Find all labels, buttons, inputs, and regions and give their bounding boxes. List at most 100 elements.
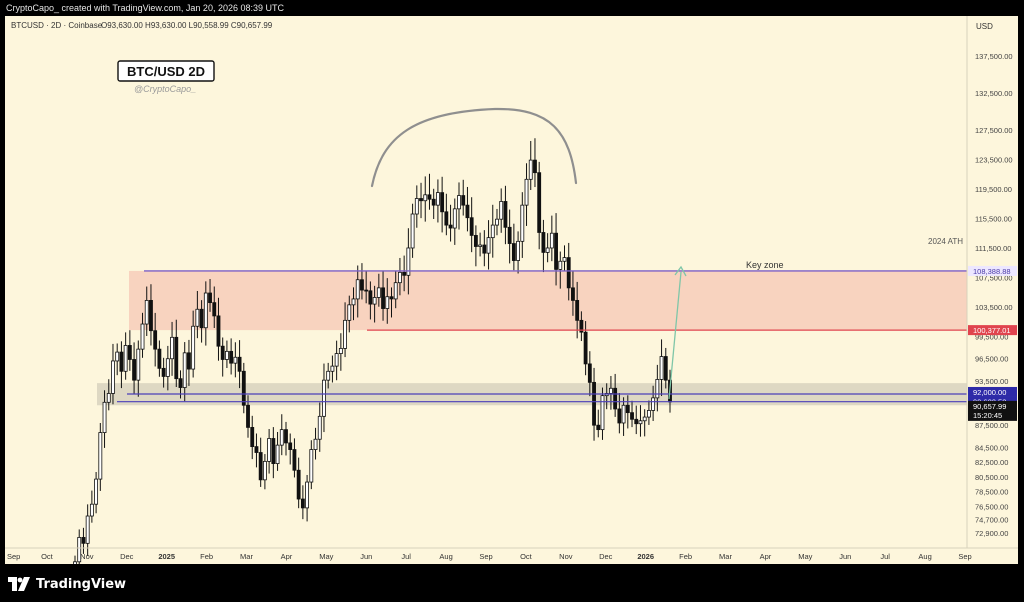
candle-body[interactable] — [275, 444, 280, 464]
candle-body[interactable] — [355, 279, 360, 300]
candle-body[interactable] — [393, 282, 398, 300]
candle-body[interactable] — [503, 201, 508, 228]
candle-body[interactable] — [288, 442, 293, 450]
candle-body[interactable] — [495, 218, 499, 226]
candle-body[interactable] — [545, 247, 550, 253]
candle-body[interactable] — [562, 257, 567, 262]
candle-body[interactable] — [220, 345, 225, 360]
candle-body[interactable] — [410, 213, 415, 249]
candle-body[interactable] — [402, 271, 407, 276]
candle-body[interactable] — [153, 330, 158, 350]
candle-body[interactable] — [621, 404, 626, 424]
candle-body[interactable] — [592, 381, 596, 426]
candle-body[interactable] — [305, 481, 310, 509]
candle-body[interactable] — [195, 308, 200, 327]
candle-body[interactable] — [511, 243, 516, 261]
candle-body[interactable] — [326, 370, 331, 381]
candle-body[interactable] — [115, 351, 120, 362]
candle-body[interactable] — [528, 159, 533, 180]
candle-body[interactable] — [246, 404, 250, 428]
candle-body[interactable] — [136, 348, 141, 381]
candle-body[interactable] — [98, 432, 103, 480]
candle-body[interactable] — [499, 201, 504, 220]
candle-body[interactable] — [469, 217, 474, 236]
candle-body[interactable] — [427, 194, 432, 200]
candle-body[interactable] — [258, 452, 263, 481]
candle-body[interactable] — [372, 297, 377, 305]
candle-body[interactable] — [630, 412, 634, 420]
candle-body[interactable] — [334, 353, 339, 367]
candle-body[interactable] — [111, 360, 115, 394]
candle-body[interactable] — [520, 204, 525, 242]
candle-body[interactable] — [300, 498, 305, 509]
candle-body[interactable] — [102, 401, 107, 433]
candle-body[interactable] — [440, 192, 445, 213]
candle-body[interactable] — [419, 198, 423, 202]
candle-body[interactable] — [575, 300, 580, 321]
candle-body[interactable] — [284, 429, 288, 444]
candle-body[interactable] — [199, 308, 204, 329]
chart-frame[interactable]: USD 72,900.00 74,700.00 76,500.00 78,500.00 8… — [5, 16, 1018, 564]
candle-body[interactable] — [490, 224, 495, 239]
candle-body[interactable] — [233, 356, 238, 364]
candle-body[interactable] — [85, 515, 90, 544]
candle-body[interactable] — [558, 260, 563, 270]
candle-body[interactable] — [600, 395, 605, 431]
candle-body[interactable] — [482, 244, 487, 254]
candle-body[interactable] — [224, 350, 229, 360]
candle-body[interactable] — [541, 232, 546, 253]
candle-body[interactable] — [642, 416, 647, 422]
candle-body[interactable] — [237, 356, 242, 372]
candle-body[interactable] — [609, 387, 613, 394]
candle-body[interactable] — [638, 420, 643, 425]
candle-body[interactable] — [229, 350, 234, 364]
candle-body[interactable] — [343, 319, 347, 349]
candle-body[interactable] — [262, 460, 267, 481]
candle-body[interactable] — [174, 336, 179, 380]
candle-body[interactable] — [144, 300, 149, 325]
candle-body[interactable] — [161, 367, 166, 377]
candle-body[interactable] — [119, 351, 124, 372]
candle-body[interactable] — [516, 240, 521, 261]
candle-body[interactable] — [271, 438, 276, 464]
candle-body[interactable] — [254, 446, 259, 453]
candle-body[interactable] — [216, 315, 221, 347]
candle-body[interactable] — [81, 537, 86, 544]
candle-body[interactable] — [448, 224, 453, 229]
candle-body[interactable] — [381, 287, 385, 309]
candle-body[interactable] — [435, 192, 440, 206]
candle-body[interactable] — [351, 298, 356, 306]
candle-body[interactable] — [292, 449, 297, 471]
candle-body[interactable] — [423, 194, 428, 202]
candle-body[interactable] — [431, 198, 436, 206]
candle-body[interactable] — [203, 292, 208, 329]
candle-body[interactable] — [625, 404, 630, 414]
candle-body[interactable] — [566, 257, 571, 289]
candle-body[interactable] — [360, 279, 364, 291]
candle-body[interactable] — [583, 331, 588, 365]
candle-body[interactable] — [406, 247, 411, 276]
price-chart[interactable]: USD 72,900.00 74,700.00 76,500.00 78,500.00 8… — [5, 16, 1018, 564]
candle-body[interactable] — [461, 195, 466, 206]
candle-body[interactable] — [537, 172, 542, 233]
candle-body[interactable] — [267, 438, 272, 462]
candle-body[interactable] — [182, 352, 187, 388]
candle-body[interactable] — [414, 198, 419, 215]
candle-body[interactable] — [313, 438, 318, 450]
candle-body[interactable] — [579, 319, 584, 333]
candle-body[interactable] — [617, 408, 622, 424]
candle-body[interactable] — [524, 178, 529, 206]
candle-body[interactable] — [452, 208, 457, 229]
candle-body[interactable] — [94, 478, 99, 505]
candle-body[interactable] — [659, 356, 664, 380]
candle-body[interactable] — [149, 300, 153, 332]
candle-body[interactable] — [389, 296, 394, 300]
candle-body[interactable] — [587, 363, 592, 383]
candle-body[interactable] — [444, 211, 449, 226]
candle-body[interactable] — [191, 325, 196, 370]
candle-body[interactable] — [212, 302, 217, 317]
candle-body[interactable] — [554, 232, 558, 270]
candle-body[interactable] — [127, 345, 132, 360]
candle-body[interactable] — [486, 237, 491, 254]
candle-body[interactable] — [457, 195, 461, 210]
